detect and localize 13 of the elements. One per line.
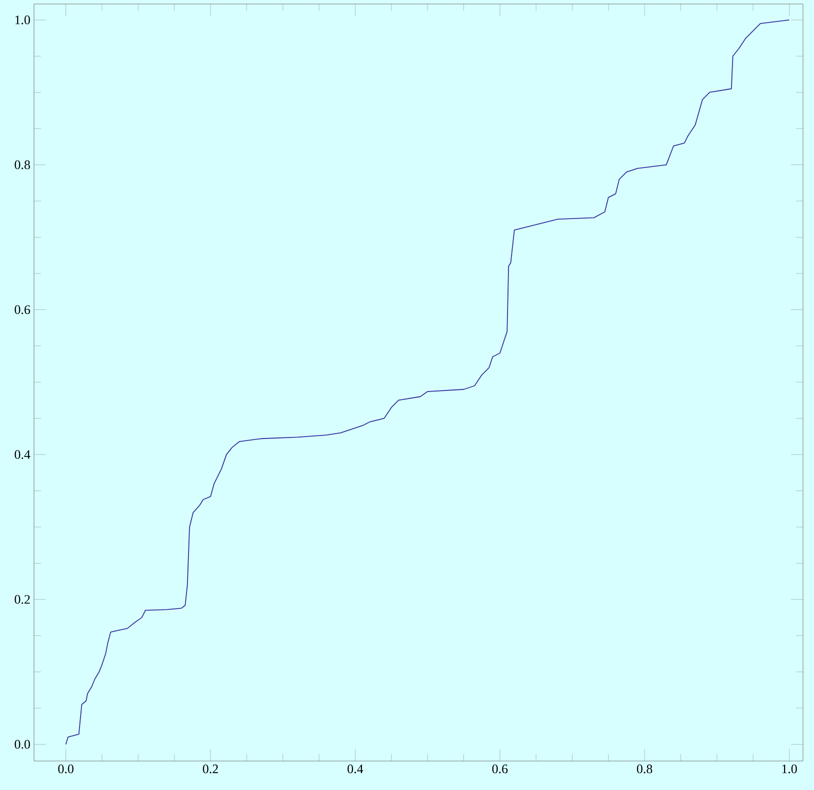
y-tick-label: 0.8 xyxy=(14,160,30,170)
line-series xyxy=(65,19,790,745)
y-tick-label: 0.4 xyxy=(14,450,30,459)
x-tick-label: 0.2 xyxy=(202,764,218,774)
x-tick-label: 0.8 xyxy=(636,764,652,774)
y-tick-label: 0.2 xyxy=(14,595,30,604)
x-tick-label: 0.6 xyxy=(492,764,508,774)
x-tick-label: 0.0 xyxy=(58,764,74,774)
y-tick-label: 0.6 xyxy=(14,305,30,314)
y-tick-label: 0.0 xyxy=(14,740,30,749)
x-tick-label: 1.0 xyxy=(782,764,797,774)
y-tick-label: 1.0 xyxy=(15,16,30,24)
x-tick-label: 0.4 xyxy=(348,764,364,774)
